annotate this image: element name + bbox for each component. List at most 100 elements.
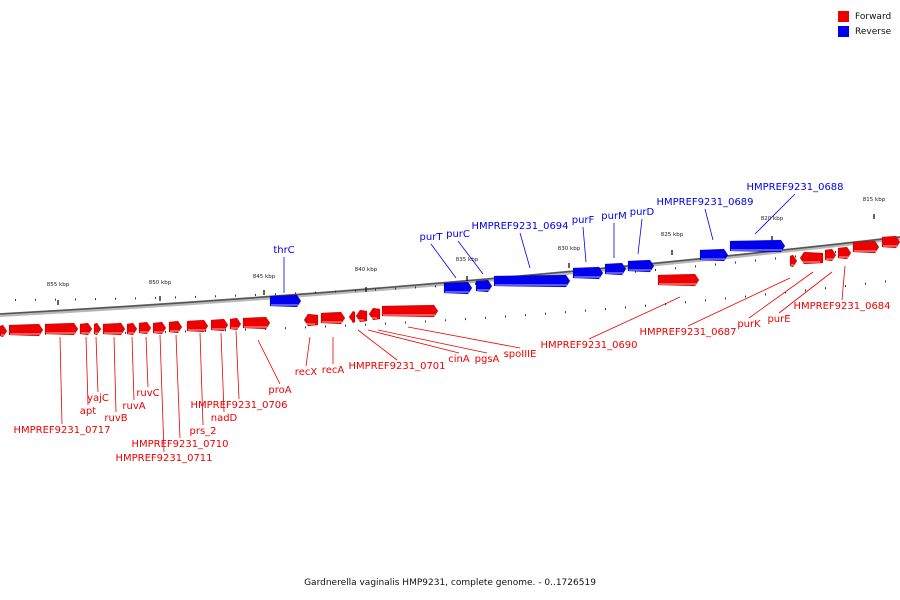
minor-tick <box>295 292 296 295</box>
forward-gene-label: nadD <box>211 413 238 424</box>
reverse-gene-arrow <box>269 294 302 308</box>
minor-tick <box>505 315 506 318</box>
forward-gene-arrow <box>368 307 381 321</box>
gene-label-leader <box>220 332 225 413</box>
tick-label: 835 kbp <box>456 257 479 263</box>
minor-tick <box>245 328 246 331</box>
minor-tick <box>635 270 636 273</box>
minor-tick <box>545 312 546 315</box>
gene-label-leader <box>748 271 814 319</box>
forward-gene-label: HMPREF9231_0706 <box>190 400 287 411</box>
minor-tick <box>135 297 136 300</box>
minor-tick <box>155 296 156 299</box>
forward-gene-label: recA <box>322 365 345 376</box>
minor-tick <box>685 301 686 304</box>
minor-tick <box>405 321 406 324</box>
legend-reverse: Reverse <box>838 24 891 39</box>
reverse-gene-label: purC <box>446 229 470 240</box>
forward-gene-arrow <box>93 322 102 336</box>
gene-label-leader <box>377 329 488 354</box>
minor-tick <box>445 319 446 322</box>
forward-gene-label: proA <box>268 385 291 396</box>
reverse-gene-label: HMPREF9231_0688 <box>746 182 843 193</box>
forward-gene-arrow <box>102 322 126 336</box>
minor-tick <box>695 265 696 268</box>
minor-tick <box>765 293 766 296</box>
minor-tick <box>35 298 36 301</box>
minor-tick <box>775 257 776 260</box>
minor-tick <box>425 320 426 323</box>
legend: Forward Reverse <box>838 9 891 39</box>
gene-label-leader <box>407 326 521 349</box>
gene-label-leader <box>841 265 846 301</box>
minor-tick <box>205 329 206 332</box>
gene-label-leader <box>357 329 398 361</box>
minor-tick <box>95 298 96 301</box>
minor-tick <box>345 324 346 327</box>
forward-gene-label: ruvB <box>104 413 127 424</box>
gene-label-leader <box>235 330 240 400</box>
reverse-gene-label: purM <box>601 211 626 222</box>
tick-label: 855 kbp <box>47 282 70 288</box>
minor-tick <box>235 294 236 297</box>
minor-tick <box>55 298 56 301</box>
minor-tick <box>585 309 586 312</box>
gene-label-leader <box>367 329 460 354</box>
minor-tick <box>825 287 826 290</box>
minor-tick <box>755 259 756 262</box>
minor-tick <box>475 282 476 285</box>
forward-gene-arrow <box>0 324 8 338</box>
tick-layer: 855 kbp 850 kbp 845 kbp 840 kbp 835 kbp 830 k… <box>15 197 896 335</box>
forward-gene-label: prs_2 <box>189 426 216 437</box>
gene-label-leader <box>582 226 587 263</box>
reverse-gene-arrow <box>475 279 493 293</box>
reverse-gene-arrow <box>572 266 604 280</box>
forward-gene-label: HMPREF9231_0710 <box>131 439 228 450</box>
reverse-gene-label: purT <box>420 232 444 243</box>
minor-tick <box>725 297 726 300</box>
minor-tick <box>385 322 386 325</box>
legend-forward-label: Forward <box>855 11 892 22</box>
reverse-gene-label: HMPREF9231_0689 <box>656 197 753 208</box>
minor-tick <box>735 261 736 264</box>
forward-gene-arrow <box>303 313 319 327</box>
reverse-gene-label: HMPREF9231_0694 <box>471 221 568 232</box>
minor-tick <box>565 311 566 314</box>
legend-reverse-label: Reverse <box>855 26 892 37</box>
minor-tick <box>305 326 306 329</box>
forward-gene-arrow <box>242 316 271 330</box>
tick-label: 840 kbp <box>355 267 378 273</box>
gene-label-leader <box>59 336 63 425</box>
reverse-gene-label: purF <box>572 215 595 226</box>
forward-gene-arrow <box>152 321 167 335</box>
forward-gene-arrow <box>657 273 700 287</box>
minor-tick <box>885 280 886 283</box>
tick-label: 845 kbp <box>253 274 276 280</box>
minor-tick <box>835 251 836 254</box>
minor-tick <box>115 297 116 300</box>
forward-gene-label: HMPREF9231_0711 <box>115 453 212 464</box>
minor-tick <box>255 293 256 296</box>
forward-gene-arrow <box>126 322 138 336</box>
forward-gene-label: ruvA <box>122 401 145 412</box>
minor-tick <box>215 295 216 298</box>
minor-tick <box>525 314 526 317</box>
forward-gene-arrow <box>355 309 368 323</box>
forward-gene-arrow <box>44 322 79 336</box>
gene-label-leader <box>519 232 531 269</box>
forward-gene-label: ruvC <box>136 388 159 399</box>
minor-tick <box>325 325 326 328</box>
minor-tick <box>185 330 186 333</box>
tick-label: 850 kbp <box>149 280 172 286</box>
forward-gene-label: HMPREF9231_0701 <box>348 361 445 372</box>
forward-gene-arrow <box>852 240 880 254</box>
tick-label: 830 kbp <box>558 246 581 252</box>
minor-tick <box>845 285 846 288</box>
forward-gene-arrow <box>8 323 44 337</box>
minor-tick <box>195 295 196 298</box>
forward-gene-label: pgsA <box>475 354 500 365</box>
legend-reverse-swatch <box>838 26 849 37</box>
minor-tick <box>395 287 396 290</box>
tick-label: 820 kbp <box>761 216 784 222</box>
forward-gene-label: HMPREF9231_0687 <box>639 327 736 338</box>
